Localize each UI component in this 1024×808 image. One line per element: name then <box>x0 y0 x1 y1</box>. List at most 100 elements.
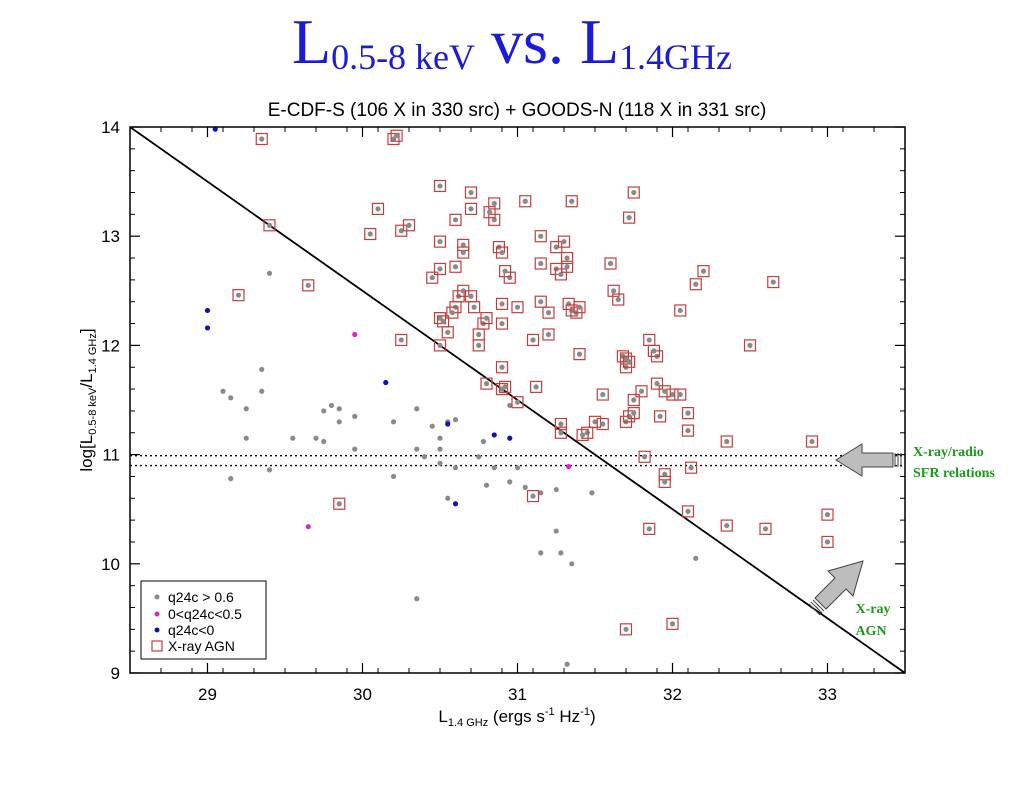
point-s3-53 <box>545 331 552 338</box>
agn-box-7 <box>371 202 385 215</box>
point-s3-45 <box>514 304 521 310</box>
point-s3-79 <box>631 397 637 403</box>
point-s1-2 <box>566 464 572 470</box>
point-s3-81 <box>638 388 645 394</box>
point-s2-0 <box>212 126 218 132</box>
legend-marker-agn <box>151 640 163 652</box>
point-s3-68 <box>600 421 606 427</box>
point-s3-100 <box>669 621 676 627</box>
point-s3-93 <box>677 391 683 398</box>
point-s1-0 <box>352 331 358 338</box>
plot-title: E-CDF-S (106 X in 330 src) + GOODS-N (11… <box>268 100 767 121</box>
point-s3-116 <box>533 384 539 390</box>
agn-box-35 <box>488 197 501 210</box>
point-s3-52 <box>545 310 552 316</box>
x-tick-label-0: 29 <box>198 685 217 704</box>
x-tick-label-1: 30 <box>353 685 372 704</box>
agn-box-40 <box>495 317 509 330</box>
point-s2-2 <box>204 325 211 331</box>
point-s3-57 <box>561 239 567 245</box>
point-s3-82 <box>626 215 632 221</box>
point-s3-90 <box>662 471 668 477</box>
agn-box-60 <box>565 195 578 208</box>
point-s3-8 <box>367 231 373 237</box>
point-s0-38 <box>538 490 544 496</box>
agn-box-78 <box>622 410 636 423</box>
slide-title-vs: vs. L <box>475 6 620 77</box>
point-s3-4 <box>336 501 342 507</box>
point-s3-118 <box>487 209 493 215</box>
point-s3-3 <box>305 282 311 288</box>
agn-box-95 <box>681 407 695 420</box>
point-s3-60 <box>569 198 575 204</box>
agn-box-13 <box>433 179 447 193</box>
slide-title-sub2: 1.4GHz <box>619 37 733 77</box>
point-s3-46 <box>514 399 521 405</box>
point-s3-48 <box>530 337 536 343</box>
annotation-agn-line1: X-ray <box>856 602 891 617</box>
point-s3-25 <box>460 249 466 256</box>
point-s3-44 <box>507 275 513 281</box>
agn-box-12 <box>426 271 439 284</box>
agn-box-57 <box>557 235 571 248</box>
point-s3-104 <box>724 438 730 445</box>
agn-arrow-hatch-1 <box>812 599 825 612</box>
agn-box-2 <box>232 289 245 302</box>
point-s0-44 <box>589 490 595 496</box>
point-s3-110 <box>824 539 831 545</box>
point-s3-70 <box>607 260 614 267</box>
agn-box-6 <box>390 129 403 142</box>
point-s3-121 <box>662 388 668 394</box>
point-s3-43 <box>502 384 508 390</box>
agn-box-51 <box>534 295 547 308</box>
point-s3-49 <box>538 233 544 239</box>
point-s0-9 <box>290 435 296 441</box>
agn-box-102 <box>681 505 695 518</box>
agn-box-109 <box>821 508 834 521</box>
agn-box-31 <box>472 339 485 352</box>
agn-box-116 <box>529 380 543 393</box>
agn-box-110 <box>821 535 834 549</box>
agn-box-115 <box>576 428 589 442</box>
point-s3-85 <box>654 381 660 387</box>
point-s2-3 <box>383 379 389 386</box>
xlabel-rest: (ergs s <box>488 707 545 726</box>
agn-box-49 <box>534 230 547 243</box>
legend-marker-blue <box>154 627 160 633</box>
agn-box-25 <box>457 246 470 259</box>
x-tick-label-2: 31 <box>508 685 527 704</box>
point-s1-1 <box>305 524 311 530</box>
point-s3-40 <box>499 320 505 327</box>
agn-box-10 <box>402 219 416 232</box>
legend-entry-agn: X-ray AGN <box>168 638 235 654</box>
agn-box-84 <box>638 450 651 463</box>
point-s3-89 <box>657 413 663 419</box>
agn-box-104 <box>720 435 733 448</box>
agn-box-113 <box>554 417 568 431</box>
y-tick-label-4: 13 <box>101 227 120 246</box>
point-s0-4 <box>259 366 265 373</box>
annotation-sfr-line1: X-ray/radio <box>913 445 984 460</box>
agn-arrow-hatch-2 <box>810 601 823 614</box>
point-s3-22 <box>452 217 459 223</box>
point-s3-10 <box>406 222 412 228</box>
point-s0-12 <box>328 402 335 409</box>
legend-marker-gray <box>154 594 160 600</box>
point-s3-26 <box>468 206 474 212</box>
point-s3-88 <box>646 337 652 343</box>
agn-box-69 <box>596 388 609 401</box>
point-s0-11 <box>321 408 327 414</box>
point-s3-24 <box>460 288 466 294</box>
agn-box-108 <box>805 435 819 448</box>
point-s2-5 <box>452 501 459 507</box>
point-s0-23 <box>437 446 443 452</box>
agn-box-1 <box>263 219 276 232</box>
agn-box-36 <box>488 213 501 226</box>
agn-box-64 <box>573 301 586 314</box>
point-s3-67 <box>592 419 598 425</box>
agn-box-71 <box>607 284 620 297</box>
point-s3-18 <box>445 329 451 335</box>
point-s3-21 <box>449 310 455 316</box>
agn-box-22 <box>449 213 462 226</box>
